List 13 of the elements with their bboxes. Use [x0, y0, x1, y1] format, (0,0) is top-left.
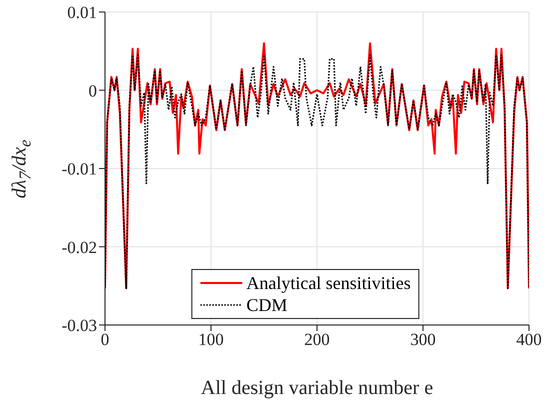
y-tick-label: -0.01 [62, 160, 97, 179]
x-tick-label: 400 [516, 330, 542, 350]
x-tick-label: 0 [100, 330, 110, 350]
x-tick-label: 200 [304, 330, 330, 350]
y-tick-label: 0 [88, 81, 97, 100]
y-tick-label: -0.03 [62, 316, 97, 336]
x-tick-label: 300 [410, 330, 436, 350]
y-tick-label: 0.01 [67, 3, 97, 22]
x-tick-label: 100 [198, 330, 224, 350]
y-tick-label: -0.02 [62, 238, 97, 257]
x-axis-title: All design variable number e [200, 377, 434, 400]
legend-label: CDM [246, 294, 288, 316]
legend-label: Analytical sensitivities [246, 272, 411, 294]
